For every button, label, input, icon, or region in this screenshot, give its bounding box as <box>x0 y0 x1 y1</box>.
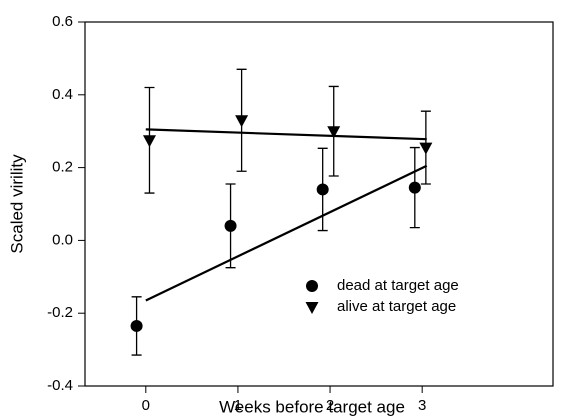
marker <box>130 319 143 332</box>
y-tick-label: 0.6 <box>52 13 73 30</box>
legend-label: dead at target age <box>337 277 459 294</box>
legend-label: alive at target age <box>337 298 456 315</box>
y-axis-label: Scaled virility <box>7 154 26 254</box>
x-axis-label: Weeks before target age <box>219 397 405 416</box>
y-tick-label: 0.2 <box>52 159 73 176</box>
y-tick-label: 0.0 <box>52 231 73 248</box>
legend-marker <box>306 280 318 292</box>
marker <box>419 142 433 155</box>
y-tick-label: -0.4 <box>47 377 73 394</box>
legend-marker <box>305 302 319 314</box>
marker <box>327 126 341 139</box>
y-tick-label: 0.4 <box>52 86 73 103</box>
marker <box>316 183 329 196</box>
y-tick-label: -0.2 <box>47 304 73 321</box>
trend-line <box>145 164 428 302</box>
x-tick-label: 1 <box>234 397 242 414</box>
marker <box>224 219 237 232</box>
marker <box>408 181 421 194</box>
x-tick-label: 2 <box>326 397 334 414</box>
x-tick-label: 0 <box>142 397 150 414</box>
trend-line <box>145 128 427 141</box>
x-tick-label: 3 <box>418 397 426 414</box>
plot-frame <box>84 21 554 387</box>
marker <box>235 115 249 128</box>
marker <box>142 135 156 148</box>
